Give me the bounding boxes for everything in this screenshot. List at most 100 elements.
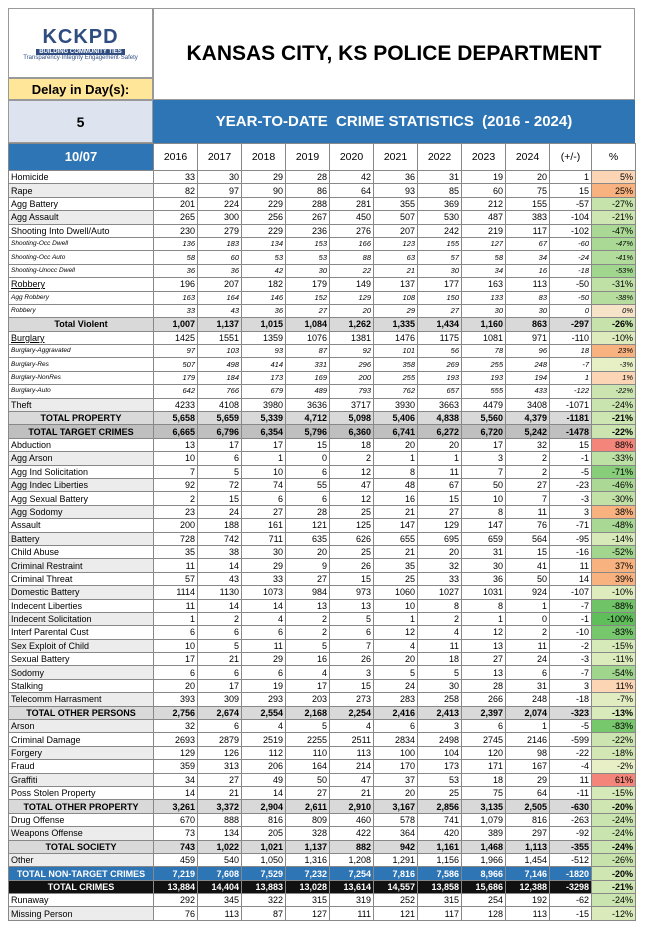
count: 3,372 <box>197 799 242 814</box>
count: 73 <box>153 826 198 841</box>
count: 201 <box>153 196 198 212</box>
count: 24 <box>197 504 242 520</box>
count: 2,397 <box>461 705 506 721</box>
change: -1 <box>549 451 592 466</box>
count: 121 <box>285 518 330 533</box>
count: 27 <box>285 571 330 587</box>
count: 973 <box>329 585 374 600</box>
percent-change: -47% <box>591 223 636 238</box>
count: 100 <box>373 745 418 761</box>
row-name: Fraud <box>8 759 154 774</box>
count: 555 <box>461 384 506 399</box>
count: 27 <box>241 504 286 520</box>
count: 229 <box>241 223 286 238</box>
table-row: TOTAL PROPERTY 5,658 5,659 5,339 4,712 5,098 5… <box>8 411 636 426</box>
count: 2,505 <box>505 799 550 814</box>
count: 4 <box>329 719 374 734</box>
count: 5 <box>197 638 242 654</box>
count: 21 <box>373 504 418 520</box>
count: 21 <box>197 785 242 801</box>
table-row: TOTAL TARGET CRIMES 6,665 6,796 6,354 5,796 6… <box>8 424 636 439</box>
percent-change: 38% <box>591 504 636 520</box>
count: 177 <box>417 277 462 292</box>
count: 1,316 <box>285 852 330 868</box>
row-name: Criminal Restraint <box>8 558 154 573</box>
table-row: Weapons Offense 73 134 205 328 422 364 420 389 29… <box>8 826 636 841</box>
count: 49 <box>241 772 286 787</box>
count: 433 <box>505 384 550 399</box>
count: 267 <box>285 210 330 225</box>
count: 10 <box>153 451 198 466</box>
table-row: Abduction 13 17 17 15 18 20 20 17 32 15 88% <box>8 437 636 453</box>
count: 24 <box>373 678 418 694</box>
column-header: % <box>591 143 636 171</box>
count: 5 <box>285 719 330 734</box>
count: 7 <box>153 464 198 479</box>
count: 679 <box>241 384 286 399</box>
count: 971 <box>505 330 550 346</box>
count: 30 <box>461 558 506 573</box>
row-name: Burglary-Res <box>8 357 154 372</box>
count: 309 <box>197 692 242 707</box>
count: 29 <box>241 169 286 185</box>
count: 1,113 <box>505 839 550 854</box>
count: 110 <box>285 745 330 761</box>
column-header: (+/-) <box>549 143 592 171</box>
count: 389 <box>461 826 506 841</box>
count: 72 <box>197 477 242 493</box>
count: 194 <box>505 370 550 386</box>
percent-change: 25% <box>591 183 636 198</box>
count: 1 <box>417 451 462 466</box>
count: 173 <box>417 759 462 774</box>
count: 816 <box>241 812 286 828</box>
count: 15 <box>329 678 374 694</box>
count: 1 <box>153 611 198 627</box>
count: 87 <box>241 906 286 921</box>
count: 1 <box>241 451 286 466</box>
count: 76 <box>505 518 550 533</box>
percent-change: -20% <box>591 799 636 814</box>
row-name: Forgery <box>8 745 154 761</box>
change: -1181 <box>549 411 592 426</box>
row-name: Agg Robbery <box>8 290 154 305</box>
count: 43 <box>197 571 242 587</box>
count: 1551 <box>197 330 242 346</box>
count: 170 <box>373 759 418 774</box>
count: 414 <box>241 357 286 372</box>
percent-change: -52% <box>591 544 636 560</box>
count: 7,232 <box>285 866 330 881</box>
count: 5,658 <box>153 411 198 426</box>
delay-value: 5 <box>8 100 153 143</box>
count: 18 <box>417 652 462 667</box>
count: 657 <box>417 384 462 399</box>
percent-change: 0% <box>591 303 636 319</box>
count: 1031 <box>461 585 506 600</box>
table-row: Shooting Into Dwell/Auto 230 279 229 236 276 2… <box>8 223 636 238</box>
count: 2 <box>153 491 198 506</box>
percent-change: -21% <box>591 879 636 895</box>
count: 2,856 <box>417 799 462 814</box>
count: 6 <box>373 719 418 734</box>
change: 3 <box>549 678 592 694</box>
count: 8 <box>373 464 418 479</box>
change: -60 <box>549 236 592 252</box>
table-row: Criminal Damage 2693 2879 2519 2255 2511 2834 2… <box>8 732 636 747</box>
count: 11 <box>505 638 550 654</box>
change: -297 <box>549 317 592 332</box>
count: 137 <box>373 277 418 292</box>
count: 4 <box>417 625 462 640</box>
table-row: Criminal Threat 57 43 33 27 15 25 33 36 50 14 39% <box>8 571 636 587</box>
count: 292 <box>153 893 198 908</box>
table-row: Agg Assault 265 300 256 267 450 507 530 487 383 -1… <box>8 210 636 225</box>
count: 193 <box>461 370 506 386</box>
count: 7 <box>505 491 550 506</box>
row-name: TOTAL SOCIETY <box>8 839 154 854</box>
count: 27 <box>461 652 506 667</box>
count: 1359 <box>241 330 286 346</box>
row-name: Agg Sexual Battery <box>8 491 154 506</box>
count: 108 <box>373 290 418 305</box>
count: 104 <box>417 745 462 761</box>
count: 15 <box>197 491 242 506</box>
count: 12 <box>461 625 506 640</box>
count: 626 <box>329 531 374 546</box>
